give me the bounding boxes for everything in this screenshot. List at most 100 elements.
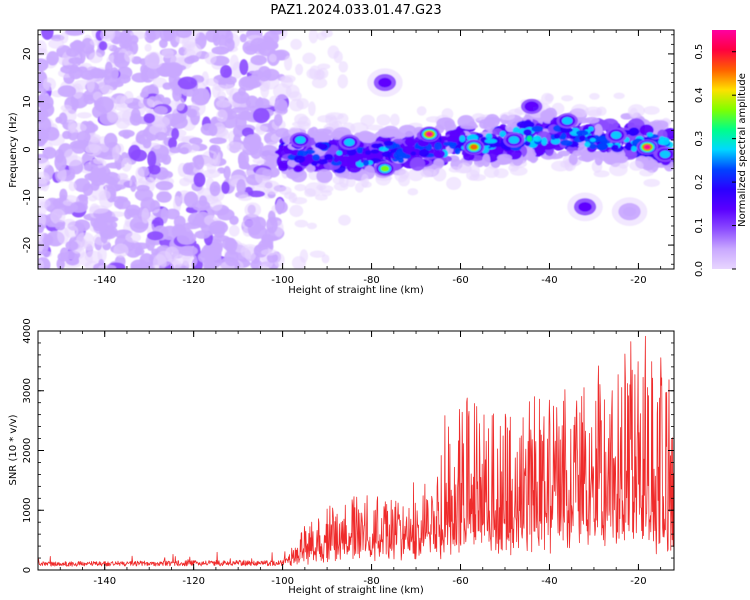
heatmap-cell <box>135 180 150 187</box>
heatmap-cell <box>527 156 539 162</box>
heatmap-cell <box>360 133 377 144</box>
heatmap-cell <box>176 231 197 245</box>
heatmap-cell <box>338 61 349 73</box>
heatmap-cell <box>313 130 330 145</box>
heatmap-cell <box>117 66 133 80</box>
heatmap-cell <box>98 40 108 51</box>
heatmap-cell <box>62 130 72 140</box>
heatmap-cell <box>163 30 175 42</box>
heatmap-cell <box>109 81 124 88</box>
heatmap-cell <box>84 250 103 264</box>
heatmap-cell <box>139 91 149 99</box>
heatmap-cell <box>106 183 126 191</box>
heatmap-cell <box>257 65 272 82</box>
heatmap-cell <box>100 84 114 95</box>
heatmap-cell <box>186 108 198 118</box>
heatmap-cell <box>443 141 456 147</box>
heatmap-cell <box>346 177 356 188</box>
y-tick-label: 2000 <box>22 438 33 463</box>
x-tick-label: -140 <box>93 576 116 587</box>
heatmap-cell <box>222 237 236 251</box>
heatmap-cell <box>48 38 64 49</box>
heatmap-cell <box>165 208 180 220</box>
heatmap-cell <box>316 169 333 184</box>
heatmap-cell <box>216 208 235 221</box>
heatmap-cell <box>171 127 180 140</box>
heatmap-cell <box>288 91 302 101</box>
heatmap-cell <box>122 131 131 139</box>
heatmap-cell <box>401 154 411 159</box>
heatmap-cell <box>138 98 155 110</box>
heatmap-cell <box>202 90 210 101</box>
heatmap-cell <box>589 143 597 150</box>
heatmap-cell <box>376 114 391 126</box>
x-tick-label: -80 <box>363 275 379 286</box>
heatmap-cell <box>173 215 186 229</box>
snr-panel: -140 -120 -100 -80 -60 -40 -20 0 1000 2000 3000 40… <box>8 318 675 596</box>
heatmap-cell <box>446 176 462 190</box>
heatmap-cell <box>338 214 351 226</box>
heatmap-cell <box>336 150 343 156</box>
colorbar-tick-label: 0.1 <box>694 218 705 234</box>
heatmap-cell <box>593 170 610 178</box>
heatmap-cell <box>38 198 51 209</box>
heatmap-cell <box>306 222 317 230</box>
heatmap-cell <box>613 92 625 100</box>
heatmap-cell <box>175 30 192 39</box>
heatmap-cell <box>38 47 48 57</box>
heatmap-cell <box>83 94 96 105</box>
heatmap-cell <box>165 246 179 261</box>
heatmap-cell <box>315 194 328 201</box>
heatmap-cell <box>560 139 573 146</box>
heatmap-cell <box>273 113 283 127</box>
heatmap-cell <box>330 160 342 166</box>
heatmap-cell <box>64 30 85 36</box>
heatmap-cell <box>179 177 191 187</box>
heatmap-cell <box>255 97 270 109</box>
heatmap-cell <box>509 166 528 176</box>
heatmap-cell <box>610 131 622 139</box>
heatmap-cell <box>216 109 228 123</box>
heatmap-cell <box>241 219 256 228</box>
heatmap-cell <box>220 64 232 79</box>
heatmap-cell <box>169 146 181 154</box>
heatmap-cell <box>302 52 316 65</box>
heatmap-cell <box>88 52 103 64</box>
heatmap-cell <box>119 40 132 49</box>
colorbar-tick-label: 0.4 <box>694 87 705 103</box>
heatmap-cell <box>110 67 119 80</box>
heatmap-cell <box>433 158 445 169</box>
heatmap-cell <box>381 151 393 158</box>
heatmap-cell <box>89 68 109 79</box>
heatmap-cell <box>154 94 165 101</box>
x-tick-label: -120 <box>182 576 205 587</box>
heatmap-cell <box>247 190 265 198</box>
x-tick-label: -120 <box>182 275 205 286</box>
heatmap-cell <box>299 249 309 263</box>
x-tick-label: -140 <box>93 275 116 286</box>
heatmap-cell <box>540 109 555 122</box>
heatmap-cell <box>523 129 532 136</box>
snr-x-label: Height of straight line (km) <box>288 585 424 596</box>
heatmap-cell <box>531 125 544 133</box>
heatmap-cell <box>283 55 293 71</box>
heatmap-cell <box>532 136 539 141</box>
heatmap-cell <box>262 169 273 177</box>
heatmap-cell <box>170 260 182 269</box>
heatmap-cell <box>441 108 454 120</box>
spectrogram-x-label: Height of straight line (km) <box>288 285 424 296</box>
figure-title: PAZ1.2024.033.01.47.G23 <box>270 3 441 18</box>
heatmap-cell <box>570 104 589 118</box>
heatmap-cell <box>631 145 637 152</box>
heatmap-cell <box>611 144 619 150</box>
heatmap-cell <box>155 181 174 191</box>
heatmap-cell <box>343 138 355 147</box>
heatmap-cell <box>404 137 416 147</box>
heatmap-cell <box>643 105 660 115</box>
heatmap-cell <box>88 136 101 154</box>
heatmap-cell <box>83 164 99 172</box>
colorbar: 0.0 0.1 0.2 0.3 0.4 0.5 Normalized spectral a… <box>694 30 748 277</box>
heatmap-cell <box>239 59 249 76</box>
colorbar-ticks: 0.0 0.1 0.2 0.3 0.4 0.5 <box>694 44 736 277</box>
